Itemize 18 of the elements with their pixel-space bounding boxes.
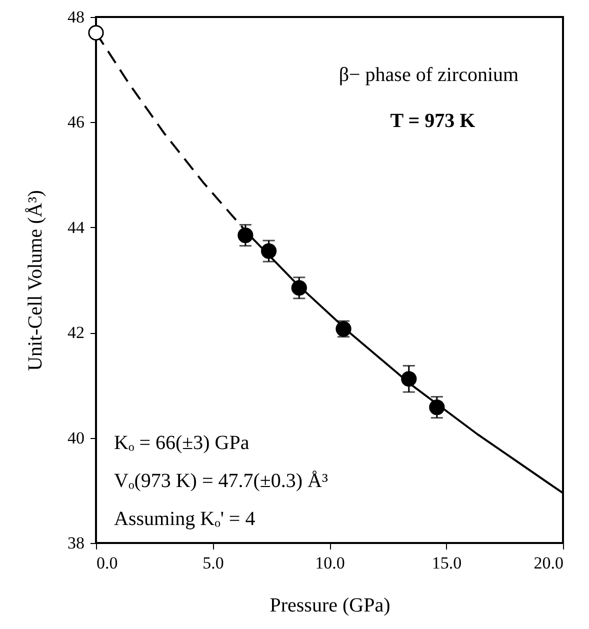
annotation: Assuming Kₒ' = 4 xyxy=(114,508,256,530)
y-tick-label: 44 xyxy=(68,218,85,237)
y-tick-label: 42 xyxy=(68,323,84,342)
annotation: Vₒ(973 K) = 47.7(±0.3) Å³ xyxy=(114,470,328,492)
y-tick-label: 38 xyxy=(68,534,84,552)
y-tick-label: 46 xyxy=(68,112,84,132)
x-tick-label: 5.0 xyxy=(202,554,224,572)
annotation: Kₒ = 66(±3) GPa xyxy=(114,432,250,454)
y-tick-label: 48 xyxy=(68,8,84,26)
y-tick-label: 40 xyxy=(68,428,84,448)
annotation: β− phase of zirconium xyxy=(338,64,520,86)
annotation: T = 973 K xyxy=(390,110,476,132)
x-axis-title: Pressure (GPa) xyxy=(270,594,390,616)
x-tick-label: 15.0 xyxy=(432,554,462,572)
x-tick-label: 10.0 xyxy=(315,554,345,572)
y-axis-title: Unit-Cell Volume (Å³) xyxy=(24,190,46,371)
x-tick-label: 20.0 xyxy=(534,554,564,572)
x-tick-label: 0.0 xyxy=(96,554,118,572)
